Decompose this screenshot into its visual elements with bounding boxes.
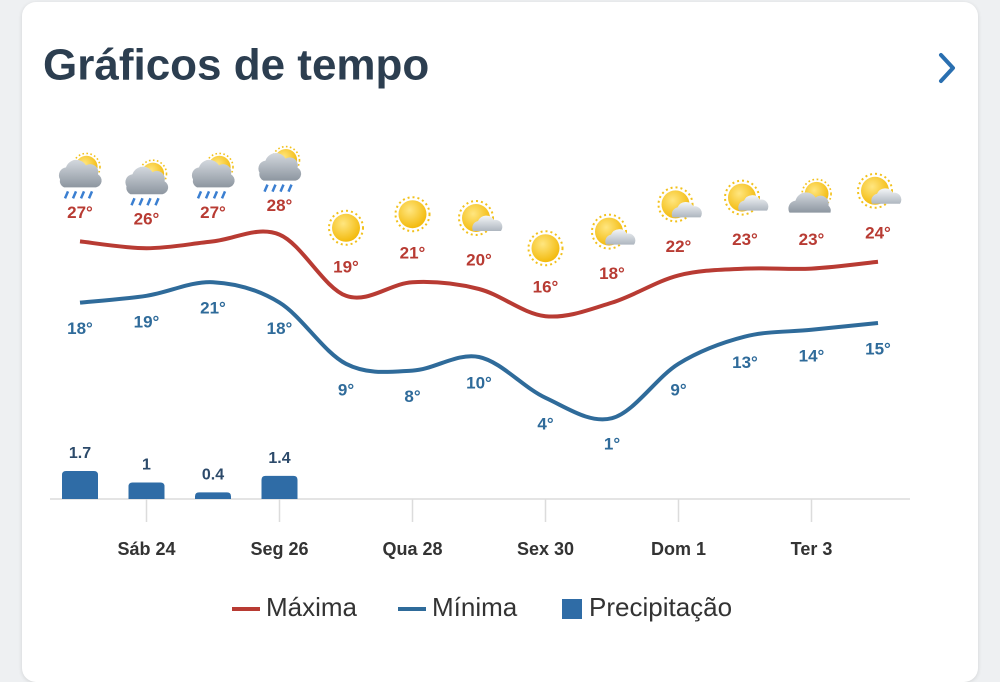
- icon: [258, 147, 301, 192]
- value-label: 8°: [404, 387, 420, 406]
- value-label: 1.7: [69, 445, 91, 462]
- legend-swatch: [562, 599, 582, 619]
- bar: [62, 470, 98, 499]
- value-label: 1°: [604, 435, 620, 454]
- value-label: 26°: [134, 210, 160, 229]
- value-label: 14°: [799, 346, 825, 365]
- icon: [59, 153, 102, 198]
- value-label: 23°: [799, 230, 825, 249]
- x-tick-label: Sex 30: [517, 539, 574, 559]
- value-label: 4°: [537, 414, 553, 433]
- value-label: 1: [142, 457, 151, 474]
- icon: [592, 215, 635, 249]
- x-tick-label: Ter 3: [791, 539, 833, 559]
- card: [22, 2, 978, 682]
- value-label: 19°: [333, 257, 359, 276]
- legend-label: Máxima: [266, 592, 358, 622]
- value-label: 19°: [134, 312, 160, 331]
- value-label: 16°: [533, 278, 559, 297]
- value-label: 21°: [200, 299, 226, 318]
- value-label: 0.4: [202, 467, 224, 484]
- icon: [858, 174, 901, 208]
- value-label: 20°: [466, 250, 492, 269]
- x-tick-label: Dom 1: [651, 539, 706, 559]
- icon: [659, 187, 702, 221]
- value-label: 23°: [732, 230, 758, 249]
- value-label: 22°: [666, 237, 692, 256]
- icon: [527, 230, 564, 267]
- title: Gráficos de tempo: [43, 41, 429, 90]
- value-label: 18°: [599, 264, 625, 283]
- value-label: 27°: [200, 203, 226, 222]
- bar: [261, 475, 298, 499]
- icon: [394, 196, 431, 233]
- x-tick-label: Qua 28: [382, 539, 442, 559]
- series-line: [79, 280, 879, 422]
- value-label: 1.4: [268, 450, 290, 467]
- series-line: [79, 229, 879, 319]
- x-tick-label: Sáb 24: [117, 539, 175, 559]
- bar: [128, 482, 165, 499]
- chevron-button[interactable]: [939, 53, 955, 83]
- icon: [192, 153, 235, 198]
- value-label: 28°: [267, 196, 293, 215]
- icon: [725, 181, 768, 215]
- x-tick-label: Seg 26: [250, 539, 308, 559]
- bar: [195, 492, 231, 499]
- value-label: 21°: [400, 244, 426, 263]
- value-label: 10°: [466, 373, 492, 392]
- value-label: 9°: [338, 380, 354, 399]
- icon: [788, 179, 831, 212]
- value-label: 18°: [267, 319, 293, 338]
- value-label: 18°: [67, 319, 93, 338]
- value-label: 9°: [670, 380, 686, 399]
- icon: [328, 209, 364, 246]
- legend-label: Precipitação: [589, 592, 732, 622]
- value-label: 24°: [865, 223, 891, 242]
- page: {"chart_data": {"type": "line", "title":…: [22, 2, 978, 682]
- weather-icons: [59, 147, 901, 267]
- value-label: 27°: [67, 203, 93, 222]
- icon: [459, 201, 502, 235]
- legend-label: Mínima: [432, 592, 518, 622]
- icon: [125, 160, 168, 205]
- value-label: 15°: [865, 339, 891, 358]
- value-label: 13°: [732, 353, 758, 372]
- chart: Gráficos de tempo Sáb 24 Seg 26 Qua 28 Sex …: [43, 41, 955, 622]
